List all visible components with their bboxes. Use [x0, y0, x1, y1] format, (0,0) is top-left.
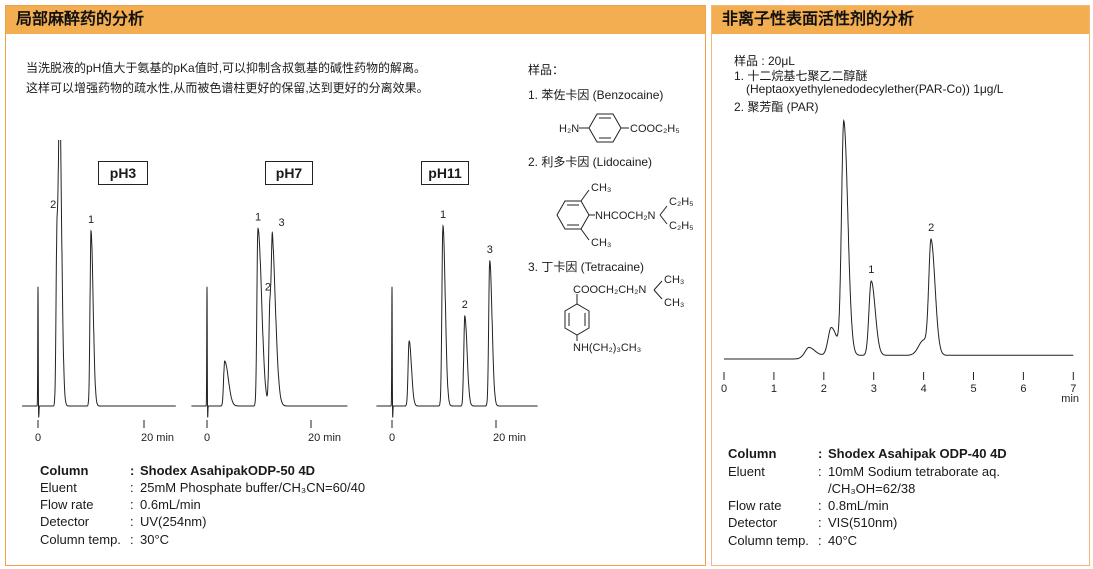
x-tick-label: 0 [35, 432, 41, 444]
cond-value: VIS(510nm) [828, 515, 898, 530]
x-tick-label: 4 [921, 383, 927, 395]
samples-heading: 样品： [528, 63, 565, 77]
sample-line: (Heptaoxyethylenedodecylether(PAR-Co)) 1… [746, 82, 1004, 96]
cond-colon: : [130, 480, 134, 495]
x-axis-unit: min [1061, 393, 1079, 405]
cond-value: UV(254nm) [140, 514, 207, 529]
x-tick-label: 6 [1020, 383, 1026, 395]
peak-label: 1 [440, 209, 446, 221]
cond-label: Eluent [728, 464, 765, 479]
cond-colon: : [818, 464, 822, 479]
cond-colon: : [130, 463, 135, 478]
cond-colon: : [818, 498, 822, 513]
tetracaine-methyl-1: CH₃ [664, 274, 684, 286]
cond-label: Column temp. [40, 532, 121, 547]
x-tick-label: 20 min [308, 432, 341, 444]
cond-colon: : [130, 532, 134, 547]
lidocaine-ethyl-1: C₂H₅ [669, 196, 694, 208]
left-panel: 局部麻醉药的分析 当洗脱液的pH值大于氨基的pKa值时,可以抑制含叔氨基的碱性药… [5, 5, 706, 566]
peak-label: 2 [50, 199, 56, 211]
chromatogram-trace [22, 140, 176, 418]
lidocaine-amide: NHCOCH₂N [595, 210, 656, 222]
intro-line-2: 这样可以增强药物的疏水性,从而被色谱柱更好的保留,达到更好的分离效果。 [26, 81, 429, 95]
structure-formulas: H₂N COOC₂H₅ CH₃ NHCOCH₂N C₂H₅ C₂H₅ CH₃ C… [556, 113, 694, 354]
peak-label: 2 [265, 282, 271, 294]
x-tick-label: 20 min [493, 432, 526, 444]
x-tick-label: 0 [204, 432, 210, 444]
x-tick-label: 2 [821, 383, 827, 395]
cond-value: 0.6mL/min [140, 497, 201, 512]
cond-value: 30°C [140, 532, 170, 547]
cond-label: Flow rate [728, 498, 782, 513]
cond-colon: : [130, 497, 134, 512]
peak-label: 3 [487, 244, 493, 256]
lidocaine-structure: CH₃ NHCOCH₂N C₂H₅ C₂H₅ CH₃ [556, 182, 694, 249]
cond-value: 0.8mL/min [828, 498, 889, 513]
peak-label: 1 [255, 212, 261, 224]
cond-value: 40°C [828, 533, 858, 548]
lidocaine-ethyl-2: C₂H₅ [669, 220, 694, 232]
cond-label: Detector [40, 514, 90, 529]
ph11-label: pH11 [421, 161, 469, 185]
left-panel-title: 局部麻醉药的分析 [6, 6, 705, 34]
sample-3-label: 3. 丁卡因 (Tetracaine) [528, 260, 645, 274]
lidocaine-methyl-bottom: CH₃ [591, 237, 611, 249]
x-tick-label: 0 [389, 432, 395, 444]
lidocaine-methyl-top: CH₃ [591, 182, 611, 194]
cond-value: /CH₃OH=62/38 [828, 481, 916, 496]
right-panel-title: 非离子性表面活性剂的分析 [712, 6, 1089, 34]
ph7-label: pH7 [265, 161, 313, 185]
peak-label: 2 [928, 222, 934, 234]
chromatogram-trace [376, 224, 538, 418]
benzocaine-ester: COOC₂H₅ [630, 123, 680, 135]
chromatogram-trace [191, 227, 348, 418]
cond-label: Flow rate [40, 497, 94, 512]
tetracaine-ester: COOCH₂CH₂N [573, 284, 646, 296]
peak-label: 2 [462, 299, 468, 311]
x-tick-label: 1 [771, 383, 777, 395]
sample-line: 1. 十二烷基七聚乙二醇醚 [734, 69, 868, 83]
cond-value: 10mM Sodium tetraborate aq. [828, 464, 1000, 479]
sample-line: 样品 : 20μL [734, 54, 795, 68]
cond-value: Shodex Asahipak ODP-40 4D [828, 446, 1007, 461]
right-panel: 非离子性表面活性剂的分析 样品 : 20μL 1. 十二烷基七聚乙二醇醚 (He… [711, 5, 1090, 566]
cond-label: Column [728, 446, 777, 461]
sample-1-label: 1. 苯佐卡因 (Benzocaine) [528, 88, 664, 102]
cond-value: Shodex AsahipakODP-50 4D [140, 463, 316, 478]
x-tick-label: 7 [1070, 383, 1076, 395]
cond-label: Eluent [40, 480, 77, 495]
cond-value: 25mM Phosphate buffer/CH₃CN=60/40 [140, 480, 366, 495]
x-tick-label: 3 [871, 383, 877, 395]
tetracaine-butylamino: NH(CH₂)₃CH₃ [573, 342, 641, 354]
peak-label: 1 [88, 214, 94, 226]
x-tick-label: 0 [721, 383, 727, 395]
chromatogram-trace [724, 118, 1074, 360]
tetracaine-structure: COOCH₂CH₂N CH₃ CH₃ NH(CH₂)₃CH₃ [564, 274, 684, 354]
cond-colon: : [818, 533, 822, 548]
tetracaine-methyl-2: CH₃ [664, 297, 684, 309]
sample-2-label: 2. 利多卡因 (Lidocaine) [528, 155, 653, 169]
x-tick-label: 20 min [141, 432, 174, 444]
intro-line-1: 当洗脱液的pH值大于氨基的pKa值时,可以抑制含叔氨基的碱性药物的解离。 [26, 61, 427, 75]
benzocaine-structure: H₂N COOC₂H₅ [559, 113, 680, 143]
x-tick-label: 5 [971, 383, 977, 395]
peak-label: 1 [868, 264, 874, 276]
cond-colon: : [818, 446, 823, 461]
ph3-label: pH3 [98, 161, 148, 185]
sample-line: 2. 聚芳酯 (PAR) [734, 100, 819, 114]
cond-label: Detector [728, 515, 778, 530]
peak-label: 3 [279, 217, 285, 229]
cond-colon: : [818, 515, 822, 530]
cond-label: Column [40, 463, 89, 478]
benzocaine-amine: H₂N [559, 123, 579, 135]
cond-label: Column temp. [728, 533, 809, 548]
cond-colon: : [130, 514, 134, 529]
